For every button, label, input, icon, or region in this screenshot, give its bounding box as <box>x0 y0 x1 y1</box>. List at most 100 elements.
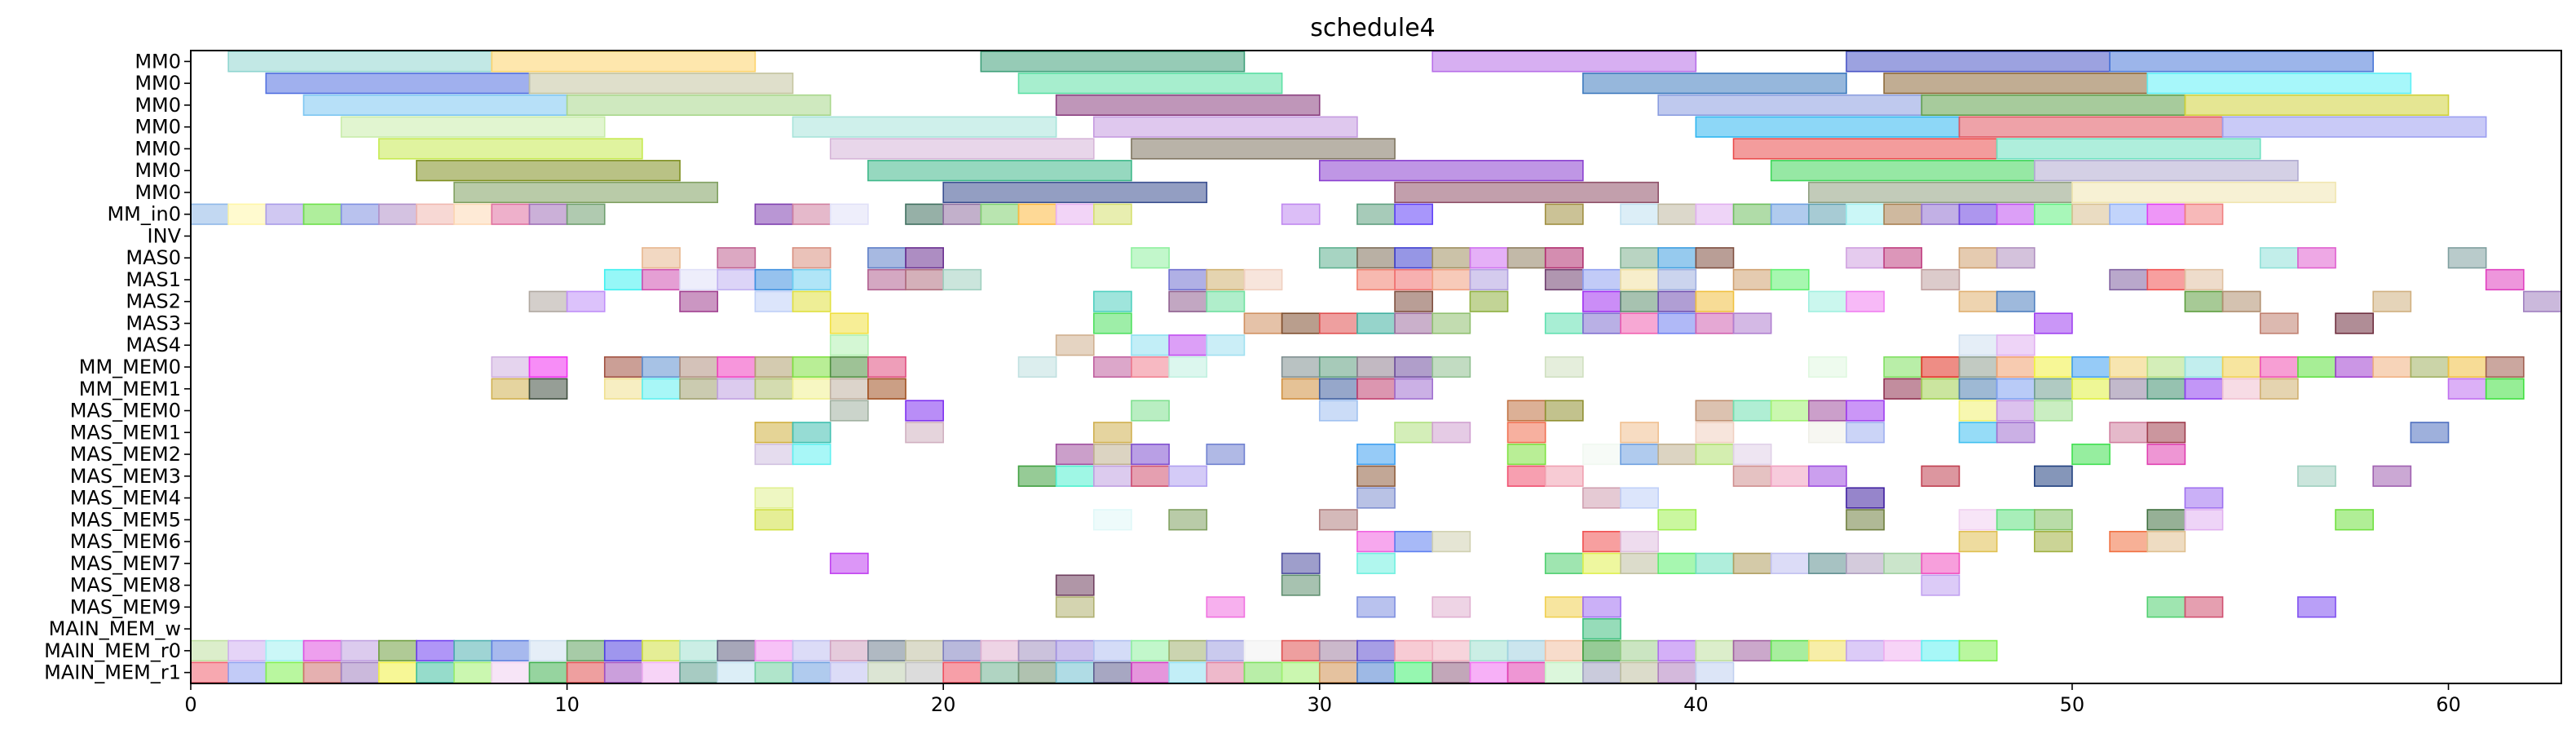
gantt-cell-r12-32 <box>1394 312 1434 334</box>
gantt-cell-r20-38 <box>1620 487 1659 509</box>
gantt-cell-r25-53 <box>2184 596 2224 618</box>
gantt-cell-r23-43 <box>1808 552 1847 574</box>
gantt-cell-r10-18 <box>867 268 906 291</box>
gantt-bar-11 <box>2146 73 2412 95</box>
gantt-cell-r27-11 <box>603 639 643 661</box>
gantt-cell-r14-48 <box>1996 356 2036 378</box>
y-tick-label: MAS_MEM5 <box>70 508 181 531</box>
gantt-cell-r20-53 <box>2184 487 2224 509</box>
gantt-cell-r12-30 <box>1318 312 1358 334</box>
y-tick-label: MAIN_MEM_w <box>49 617 181 640</box>
gantt-cell-r15-11 <box>603 378 643 400</box>
gantt-cell-r9-19 <box>905 247 944 269</box>
gantt-cell-r28-18 <box>867 661 906 683</box>
gantt-cell-r10-61 <box>2485 268 2525 291</box>
gantt-cell-r14-31 <box>1356 356 1396 378</box>
gantt-cell-r14-59 <box>2410 356 2450 378</box>
gantt-cell-r7-17 <box>829 203 869 225</box>
gantt-cell-r18-40 <box>1695 443 1735 466</box>
x-tick-label: 10 <box>554 693 580 716</box>
gantt-cell-r28-26 <box>1168 661 1208 683</box>
gantt-cell-r28-29 <box>1281 661 1321 683</box>
gantt-cell-r13-26 <box>1168 334 1208 356</box>
gantt-cell-r20-44 <box>1846 487 1885 509</box>
gantt-cell-r15-54 <box>2221 378 2261 400</box>
gantt-cell-r16-30 <box>1318 400 1358 422</box>
gantt-cell-r23-38 <box>1620 552 1659 574</box>
gantt-cell-r24-23 <box>1055 574 1095 596</box>
gantt-cell-r21-48 <box>1996 509 2036 531</box>
gantt-cell-r10-52 <box>2146 268 2186 291</box>
gantt-cell-r7-40 <box>1695 203 1735 225</box>
gantt-cell-r11-13 <box>679 290 719 312</box>
gantt-cell-r17-44 <box>1846 422 1885 444</box>
gantt-cell-r7-52 <box>2146 203 2186 225</box>
gantt-bar-21 <box>1695 116 1961 138</box>
gantt-cell-r10-11 <box>603 268 643 291</box>
y-tick-label: MAS1 <box>126 268 181 291</box>
gantt-cell-r7-53 <box>2184 203 2224 225</box>
gantt-cell-r7-41 <box>1732 203 1772 225</box>
gantt-cell-r28-38 <box>1620 661 1659 683</box>
gantt-cell-r22-51 <box>2109 530 2149 553</box>
gantt-cell-r14-25 <box>1131 356 1170 378</box>
gantt-cell-r28-5 <box>377 661 417 683</box>
gantt-bar-19 <box>792 116 1057 138</box>
gantt-cell-r27-38 <box>1620 639 1659 661</box>
gantt-cell-r14-53 <box>2184 356 2224 378</box>
gantt-cell-r27-12 <box>642 639 681 661</box>
gantt-cell-r27-31 <box>1356 639 1396 661</box>
gantt-cell-r15-13 <box>679 378 719 400</box>
gantt-cell-r9-45 <box>1883 247 1923 269</box>
gantt-cell-r23-46 <box>1921 552 1961 574</box>
gantt-cell-r10-16 <box>792 268 831 291</box>
y-tick-label: MAS_MEM4 <box>70 487 181 510</box>
gantt-cell-r21-57 <box>2335 509 2375 531</box>
gantt-cell-r16-17 <box>829 400 869 422</box>
gantt-cell-r10-33 <box>1431 268 1471 291</box>
gantt-cell-r7-36 <box>1544 203 1584 225</box>
gantt-cell-r14-32 <box>1394 356 1434 378</box>
gantt-cell-r11-32 <box>1394 290 1434 312</box>
gantt-cell-r11-9 <box>528 290 568 312</box>
gantt-cell-r14-33 <box>1431 356 1471 378</box>
y-tick-label: INV <box>148 224 182 247</box>
y-tick-label: MM0 <box>135 116 181 139</box>
gantt-cell-r28-23 <box>1055 661 1095 683</box>
gantt-cell-r10-41 <box>1732 268 1772 291</box>
gantt-cell-r10-28 <box>1243 268 1283 291</box>
gantt-cell-r15-8 <box>491 378 531 400</box>
gantt-cell-r7-15 <box>754 203 794 225</box>
gantt-cell-r20-31 <box>1356 487 1396 509</box>
gantt-bar-32 <box>1770 160 2036 182</box>
gantt-cell-r7-23 <box>1055 203 1095 225</box>
y-tick-label: MAS_MEM7 <box>70 552 181 575</box>
gantt-cell-r11-38 <box>1620 290 1659 312</box>
gantt-cell-r17-38 <box>1620 422 1659 444</box>
gantt-bar-2 <box>980 51 1246 73</box>
gantt-bar-34 <box>453 181 719 204</box>
gantt-cell-r27-43 <box>1808 639 1847 661</box>
y-tick-label: MAS4 <box>126 334 181 356</box>
gantt-cell-r9-47 <box>1958 247 1998 269</box>
gantt-bar-24 <box>377 138 643 160</box>
gantt-cell-r28-11 <box>603 661 643 683</box>
gantt-cell-r12-39 <box>1657 312 1697 334</box>
gantt-cell-r7-16 <box>792 203 831 225</box>
gantt-cell-r27-26 <box>1168 639 1208 661</box>
gantt-bar-6 <box>265 73 531 95</box>
gantt-cell-r10-19 <box>905 268 944 291</box>
gantt-cell-r17-51 <box>2109 422 2149 444</box>
gantt-cell-r7-9 <box>528 203 568 225</box>
gantt-cell-r14-9 <box>528 356 568 378</box>
gantt-cell-r11-43 <box>1808 290 1847 312</box>
gantt-cell-r27-33 <box>1431 639 1471 661</box>
gantt-cell-r27-15 <box>754 639 794 661</box>
gantt-cell-r15-51 <box>2109 378 2149 400</box>
gantt-cell-r28-33 <box>1431 661 1471 683</box>
gantt-cell-r16-44 <box>1846 400 1885 422</box>
gantt-bar-14 <box>1055 94 1321 117</box>
gantt-cell-r9-35 <box>1506 247 1546 269</box>
gantt-cell-r11-47 <box>1958 290 1998 312</box>
y-tick-label: MM0 <box>135 181 181 204</box>
